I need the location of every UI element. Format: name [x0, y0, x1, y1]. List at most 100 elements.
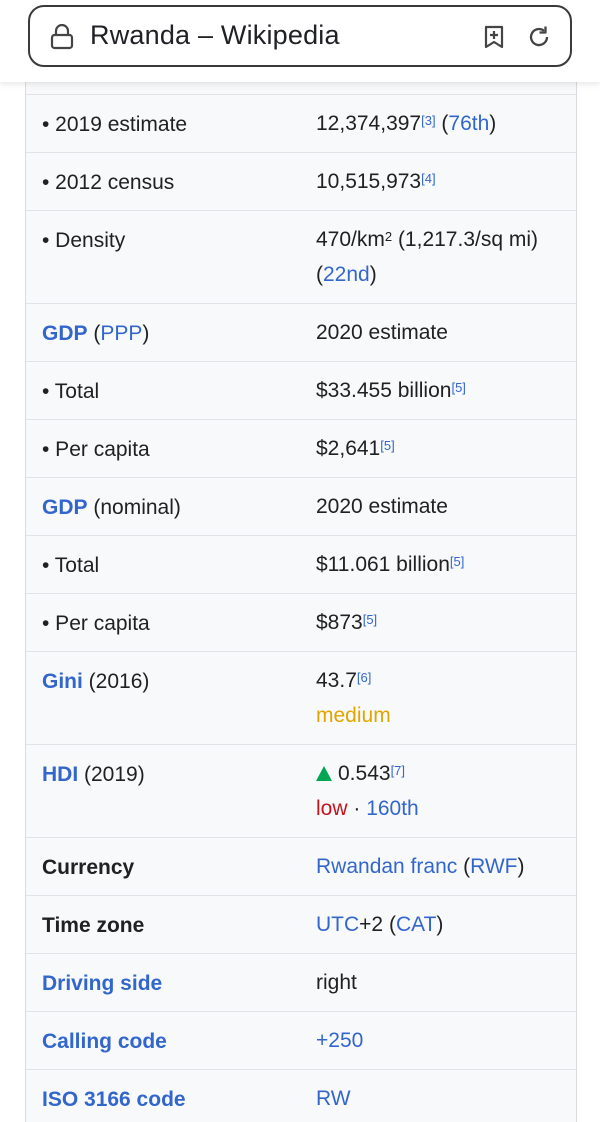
row-value: Rwandan franc (RWF) [316, 849, 525, 884]
density-value: 470/km [316, 228, 385, 251]
gdp-per-capita: $2,641 [316, 437, 381, 460]
reference-link[interactable]: [7] [390, 763, 406, 778]
row-label: • 2012 census [42, 171, 175, 194]
hdi-value: 0.543 [338, 762, 391, 785]
offset-text: +2 ( [359, 913, 396, 936]
infobox-row-currency: Currency Rwandan franc (RWF) [26, 837, 576, 895]
gini-status: medium [316, 704, 391, 727]
calling-code-link[interactable]: Calling code [42, 1030, 167, 1053]
infobox-row-gdp-ppp: GDP (PPP) 2020 estimate [26, 303, 576, 361]
row-value-line2: (22nd) [316, 257, 377, 292]
iso-code-link[interactable]: ISO 3166 code [42, 1088, 186, 1111]
row-value: right [316, 971, 357, 994]
infobox-row-hdi: HDI (2019) 0.543[7] low · 160th [26, 744, 576, 837]
infobox-row-ppp-total: • Total $33.455 billion[5] [26, 361, 576, 419]
gdp-total: $33.455 billion [316, 379, 452, 402]
infobox-row-driving-side: Driving side right [26, 953, 576, 1011]
population-estimate: 12,374,397 [316, 112, 422, 135]
currency-link[interactable]: Rwandan franc [316, 855, 458, 878]
row-label: HDI (2019) [42, 763, 145, 787]
gdp-link[interactable]: GDP [42, 322, 88, 345]
separator: · [347, 797, 367, 820]
currency-code-link[interactable]: RWF [470, 855, 518, 878]
reference-link[interactable]: [5] [362, 612, 378, 627]
paren: ( [316, 263, 323, 286]
rank-link[interactable]: 22nd [323, 263, 370, 286]
infobox-row-gdp-nominal: GDP (nominal) 2020 estimate [26, 477, 576, 535]
hdi-link[interactable]: HDI [42, 763, 79, 786]
paren: ) [436, 913, 444, 936]
infobox-row-time-zone: Time zone UTC+2 (CAT) [26, 895, 576, 953]
hdi-status: low [316, 797, 348, 820]
lock-icon[interactable] [50, 24, 74, 50]
gini-value: 43.7 [316, 669, 357, 692]
row-label: • Total [42, 380, 100, 403]
infobox: • 2019 estimate 12,374,397[3] (76th) • 2… [25, 82, 577, 1122]
reload-icon[interactable] [526, 24, 552, 50]
row-label: • Per capita [42, 438, 150, 461]
cat-link[interactable]: CAT [395, 913, 437, 936]
infobox-row-2019-estimate: • 2019 estimate 12,374,397[3] (76th) [26, 94, 576, 152]
row-value: 2020 estimate [316, 495, 448, 518]
row-label: Currency [42, 856, 135, 879]
calling-code-value-link[interactable]: +250 [316, 1029, 364, 1052]
paren: ( [435, 112, 449, 135]
reference-link[interactable]: [5] [451, 380, 466, 395]
paren: ) [489, 112, 497, 135]
rank-link[interactable]: 160th [366, 797, 419, 820]
row-value: $2,641[5] [316, 431, 395, 466]
infobox-row-nominal-total: • Total $11.061 billion[5] [26, 535, 576, 593]
paren: ) [142, 322, 150, 345]
page-title: Rwanda – Wikipedia [90, 20, 340, 50]
paren: ) [369, 263, 377, 286]
ppp-link[interactable]: PPP [100, 322, 143, 345]
row-label: • Total [42, 554, 100, 577]
paren: ) [517, 855, 525, 878]
row-value: 43.7[6] [316, 663, 371, 698]
rank-link[interactable]: 76th [448, 112, 490, 135]
row-value: $33.455 billion[5] [316, 373, 466, 408]
infobox-row-calling-code: Calling code +250 [26, 1011, 576, 1069]
row-value: 2020 estimate [316, 321, 448, 344]
row-label: Gini (2016) [42, 670, 149, 694]
infobox-row-density: • Density 470/km2 (1,217.3/sq mi) (22nd) [26, 210, 576, 303]
row-value: $873[5] [316, 605, 377, 640]
row-value: 0.543[7] [316, 756, 405, 791]
infobox-row-ppp-per-capita: • Per capita $2,641[5] [26, 419, 576, 477]
gini-link[interactable]: Gini [42, 670, 83, 693]
increase-arrow-icon [316, 766, 332, 781]
row-label: • 2019 estimate [42, 113, 188, 136]
infobox-row-iso-code: ISO 3166 code RW [26, 1069, 576, 1122]
row-label: • Density [42, 229, 126, 252]
label-suffix: (2019) [78, 763, 145, 786]
reference-link[interactable]: [5] [449, 554, 465, 569]
add-bookmark-icon[interactable] [482, 24, 506, 50]
row-value-line2: low · 160th [316, 791, 419, 826]
label-suffix: (nominal) [87, 496, 181, 519]
row-label: • Per capita [42, 612, 150, 635]
census-value: 10,515,973 [316, 170, 422, 193]
paren: ( [87, 322, 101, 345]
browser-toolbar: Rwanda – Wikipedia [0, 0, 600, 82]
reference-link[interactable]: [4] [421, 171, 436, 186]
gdp-link[interactable]: GDP [42, 496, 88, 519]
row-value: 470/km2 (1,217.3/sq mi) [316, 222, 538, 257]
iso-code-value-link[interactable]: RW [316, 1087, 351, 1110]
reference-link[interactable]: [3] [421, 113, 436, 128]
row-label: GDP (PPP) [42, 322, 149, 346]
paren: ( [457, 855, 471, 878]
reference-link[interactable]: [5] [380, 438, 395, 453]
address-bar[interactable]: Rwanda – Wikipedia [28, 5, 572, 67]
row-label: GDP (nominal) [42, 496, 181, 520]
row-value: UTC+2 (CAT) [316, 907, 443, 942]
gdp-per-capita: $873 [316, 611, 363, 634]
row-value: 12,374,397[3] (76th) [316, 106, 496, 141]
gdp-total: $11.061 billion [316, 553, 450, 576]
row-value: $11.061 billion[5] [316, 547, 464, 582]
utc-link[interactable]: UTC [316, 913, 360, 936]
label-suffix: (2016) [82, 670, 150, 693]
superscript: 2 [384, 229, 393, 244]
reference-link[interactable]: [6] [356, 670, 372, 685]
driving-side-link[interactable]: Driving side [42, 972, 163, 995]
infobox-row-nominal-per-capita: • Per capita $873[5] [26, 593, 576, 651]
